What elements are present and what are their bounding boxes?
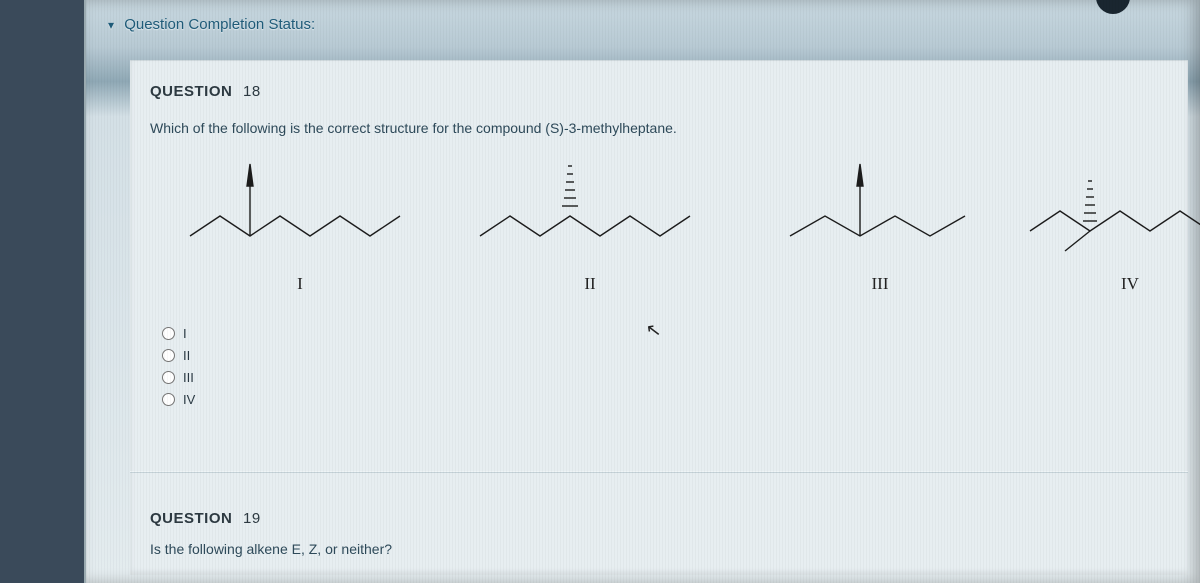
option-iv[interactable]: IV — [162, 388, 1188, 410]
chevron-down-icon: ▾ — [108, 18, 114, 32]
question-19-card: QUESTION 19 Is the following alkene E, Z… — [150, 510, 392, 557]
question-divider — [130, 471, 1188, 473]
option-iii-label: III — [183, 370, 194, 385]
question-word: QUESTION — [150, 83, 232, 100]
status-label: Question Completion Status: — [124, 16, 315, 33]
option-ii[interactable]: II — [162, 344, 1188, 366]
option-i[interactable]: I — [162, 322, 1188, 344]
camera-notch — [1096, 0, 1130, 14]
structure-iv: IV — [1010, 146, 1200, 296]
question-number: 19 — [243, 510, 261, 527]
structure-i: I — [170, 146, 430, 296]
question-18-prompt: Which of the following is the correct st… — [130, 108, 1188, 140]
option-ii-label: II — [183, 348, 190, 363]
option-iii[interactable]: III — [162, 366, 1188, 388]
figure-label-iv: IV — [1010, 274, 1200, 294]
option-iv-label: IV — [183, 392, 195, 407]
radio-iv[interactable] — [162, 393, 175, 406]
question-word: QUESTION — [150, 510, 232, 527]
question-19-prompt: Is the following alkene E, Z, or neither… — [150, 527, 392, 557]
app-shell: ▾ Question Completion Status: QUESTION 1… — [84, 0, 1200, 583]
question-number: 18 — [243, 83, 261, 100]
figure-label-iii: III — [750, 274, 1010, 294]
question-19-heading: QUESTION 19 — [150, 510, 392, 527]
structure-iii: III — [750, 146, 1010, 296]
completion-status-bar[interactable]: ▾ Question Completion Status: — [108, 16, 315, 33]
radio-i[interactable] — [162, 327, 175, 340]
figure-label-ii: II — [460, 274, 720, 294]
radio-iii[interactable] — [162, 371, 175, 384]
question-18-heading: QUESTION 18 — [130, 61, 1188, 108]
option-i-label: I — [183, 326, 187, 341]
answer-options: I II III IV — [130, 316, 1188, 410]
structure-figures: I II — [130, 146, 1188, 316]
figure-label-i: I — [170, 274, 430, 294]
radio-ii[interactable] — [162, 349, 175, 362]
structure-ii: II — [460, 146, 720, 296]
question-18-card: QUESTION 18 Which of the following is th… — [130, 60, 1188, 575]
